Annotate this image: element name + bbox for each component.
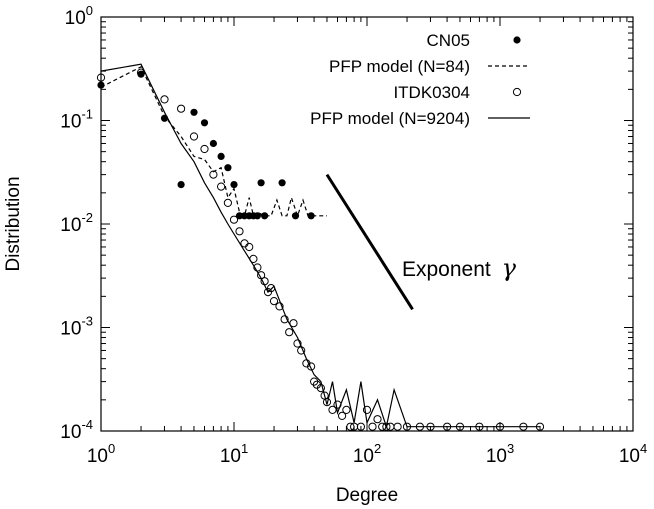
x-tick-label-base: 10 [87, 446, 108, 467]
x-axis-label: Degree [336, 485, 398, 506]
cn05-point [257, 179, 265, 187]
itdk0304-point [200, 144, 209, 154]
itdk0304-point [307, 362, 316, 371]
y-tick-label: 10-2 [60, 210, 93, 236]
itdk0304-point [217, 182, 226, 191]
cn05-point [209, 139, 217, 148]
legend-label: PFP model (N=9204) [310, 109, 470, 128]
gamma-symbol: γ [502, 254, 517, 282]
itdk0304-point [328, 405, 337, 414]
x-tick-label-exponent: 1 [241, 441, 248, 456]
itdk0304-point [177, 104, 186, 113]
x-tick-label: 100 [87, 441, 115, 467]
legend-label: CN05 [427, 31, 470, 50]
x-tick-label-exponent: 4 [640, 441, 647, 456]
itdk0304-point [245, 242, 254, 252]
itdk0304-point [356, 422, 365, 431]
tick-marks [100, 16, 634, 432]
slope-guide-line [325, 173, 414, 311]
itdk0304-point [368, 422, 377, 431]
itdk0304-point [362, 405, 372, 414]
x-tick-label-base: 10 [486, 446, 507, 467]
itdk0304-point [346, 422, 355, 431]
x-tick-label: 101 [220, 441, 248, 467]
y-tick-label-exponent: -2 [81, 210, 93, 225]
x-tick-label-base: 10 [619, 446, 640, 467]
cn05-point [97, 81, 105, 89]
itdk0304-point [373, 415, 382, 424]
itdk0304-point [235, 227, 244, 236]
y-axis-label: Distribution [3, 176, 24, 271]
series-1 [100, 65, 327, 218]
x-tick-label-base: 10 [353, 446, 374, 467]
itdk0304-point [285, 328, 294, 337]
legend-marker-filled [513, 36, 521, 44]
itdk0304-point [293, 339, 302, 348]
cn05-point [230, 181, 238, 189]
cn05-point [217, 152, 225, 160]
cn05-point [307, 212, 315, 220]
itdk0304-point [275, 302, 284, 311]
itdk0304-point [229, 215, 239, 224]
series-0 [97, 70, 315, 220]
itdk0304-point [338, 411, 347, 420]
y-tick-label: 100 [65, 3, 93, 29]
y-tick-label: 10-3 [60, 314, 93, 340]
y-tick-label-exponent: -1 [81, 107, 93, 122]
x-tick-label-exponent: 3 [507, 441, 514, 456]
exponent-annotation: Exponent γ [402, 254, 517, 282]
cn05-point [200, 119, 209, 127]
cn05-point [278, 179, 286, 187]
x-tick-label: 104 [619, 441, 647, 467]
legend-label: PFP model (N=84) [329, 57, 470, 76]
legend: CN05 PFP model (N=84) ITDK0304 PFP model (N… [310, 31, 530, 128]
series-3 [100, 63, 540, 430]
cn05-point [177, 181, 185, 189]
y-tick-label: 10-1 [60, 107, 93, 133]
y-tick-label-base: 10 [60, 215, 81, 236]
itdk0304-point [316, 384, 325, 393]
y-tick-label-exponent: -4 [81, 417, 93, 432]
model-line-n84 [100, 65, 327, 218]
itdk0304-point [342, 405, 351, 414]
x-tick-label-base: 10 [220, 446, 241, 467]
exponent-label: Exponent [402, 258, 491, 281]
y-tick-label-base: 10 [65, 8, 86, 29]
itdk0304-point [382, 422, 391, 431]
itdk0304-point [223, 198, 232, 207]
cn05-point [224, 164, 232, 172]
plot-frame [100, 16, 634, 432]
model-line-n9204 [100, 63, 540, 430]
cn05-point [190, 108, 198, 116]
itdk0304-point [269, 297, 279, 306]
itdk0304-point [322, 398, 332, 407]
x-tick-label-exponent: 0 [108, 441, 115, 456]
legend-marker-open [512, 87, 522, 97]
y-tick-label: 10-4 [60, 417, 93, 443]
y-tick-label-base: 10 [60, 112, 81, 133]
y-tick-label-exponent: 0 [86, 3, 93, 18]
itdk0304-point [160, 95, 169, 104]
y-tick-label-base: 10 [60, 422, 81, 443]
itdk0304-point [209, 170, 218, 179]
y-tick-label-base: 10 [60, 319, 81, 340]
cn05-point [261, 212, 269, 220]
x-tick-label-exponent: 2 [374, 441, 381, 456]
itdk0304-point [96, 73, 106, 82]
series-layer [96, 63, 545, 431]
itdk0304-point [280, 315, 289, 324]
x-tick-label: 102 [353, 441, 381, 467]
itdk0304-point [289, 319, 298, 328]
itdk0304-point [378, 422, 387, 431]
annotation-layer: Exponent γ [325, 173, 517, 311]
legend-label: ITDK0304 [393, 83, 470, 102]
y-tick-label-exponent: -3 [81, 314, 93, 329]
x-tick-label: 103 [486, 441, 514, 467]
itdk0304-point [189, 132, 199, 141]
itdk0304-point [393, 422, 402, 431]
